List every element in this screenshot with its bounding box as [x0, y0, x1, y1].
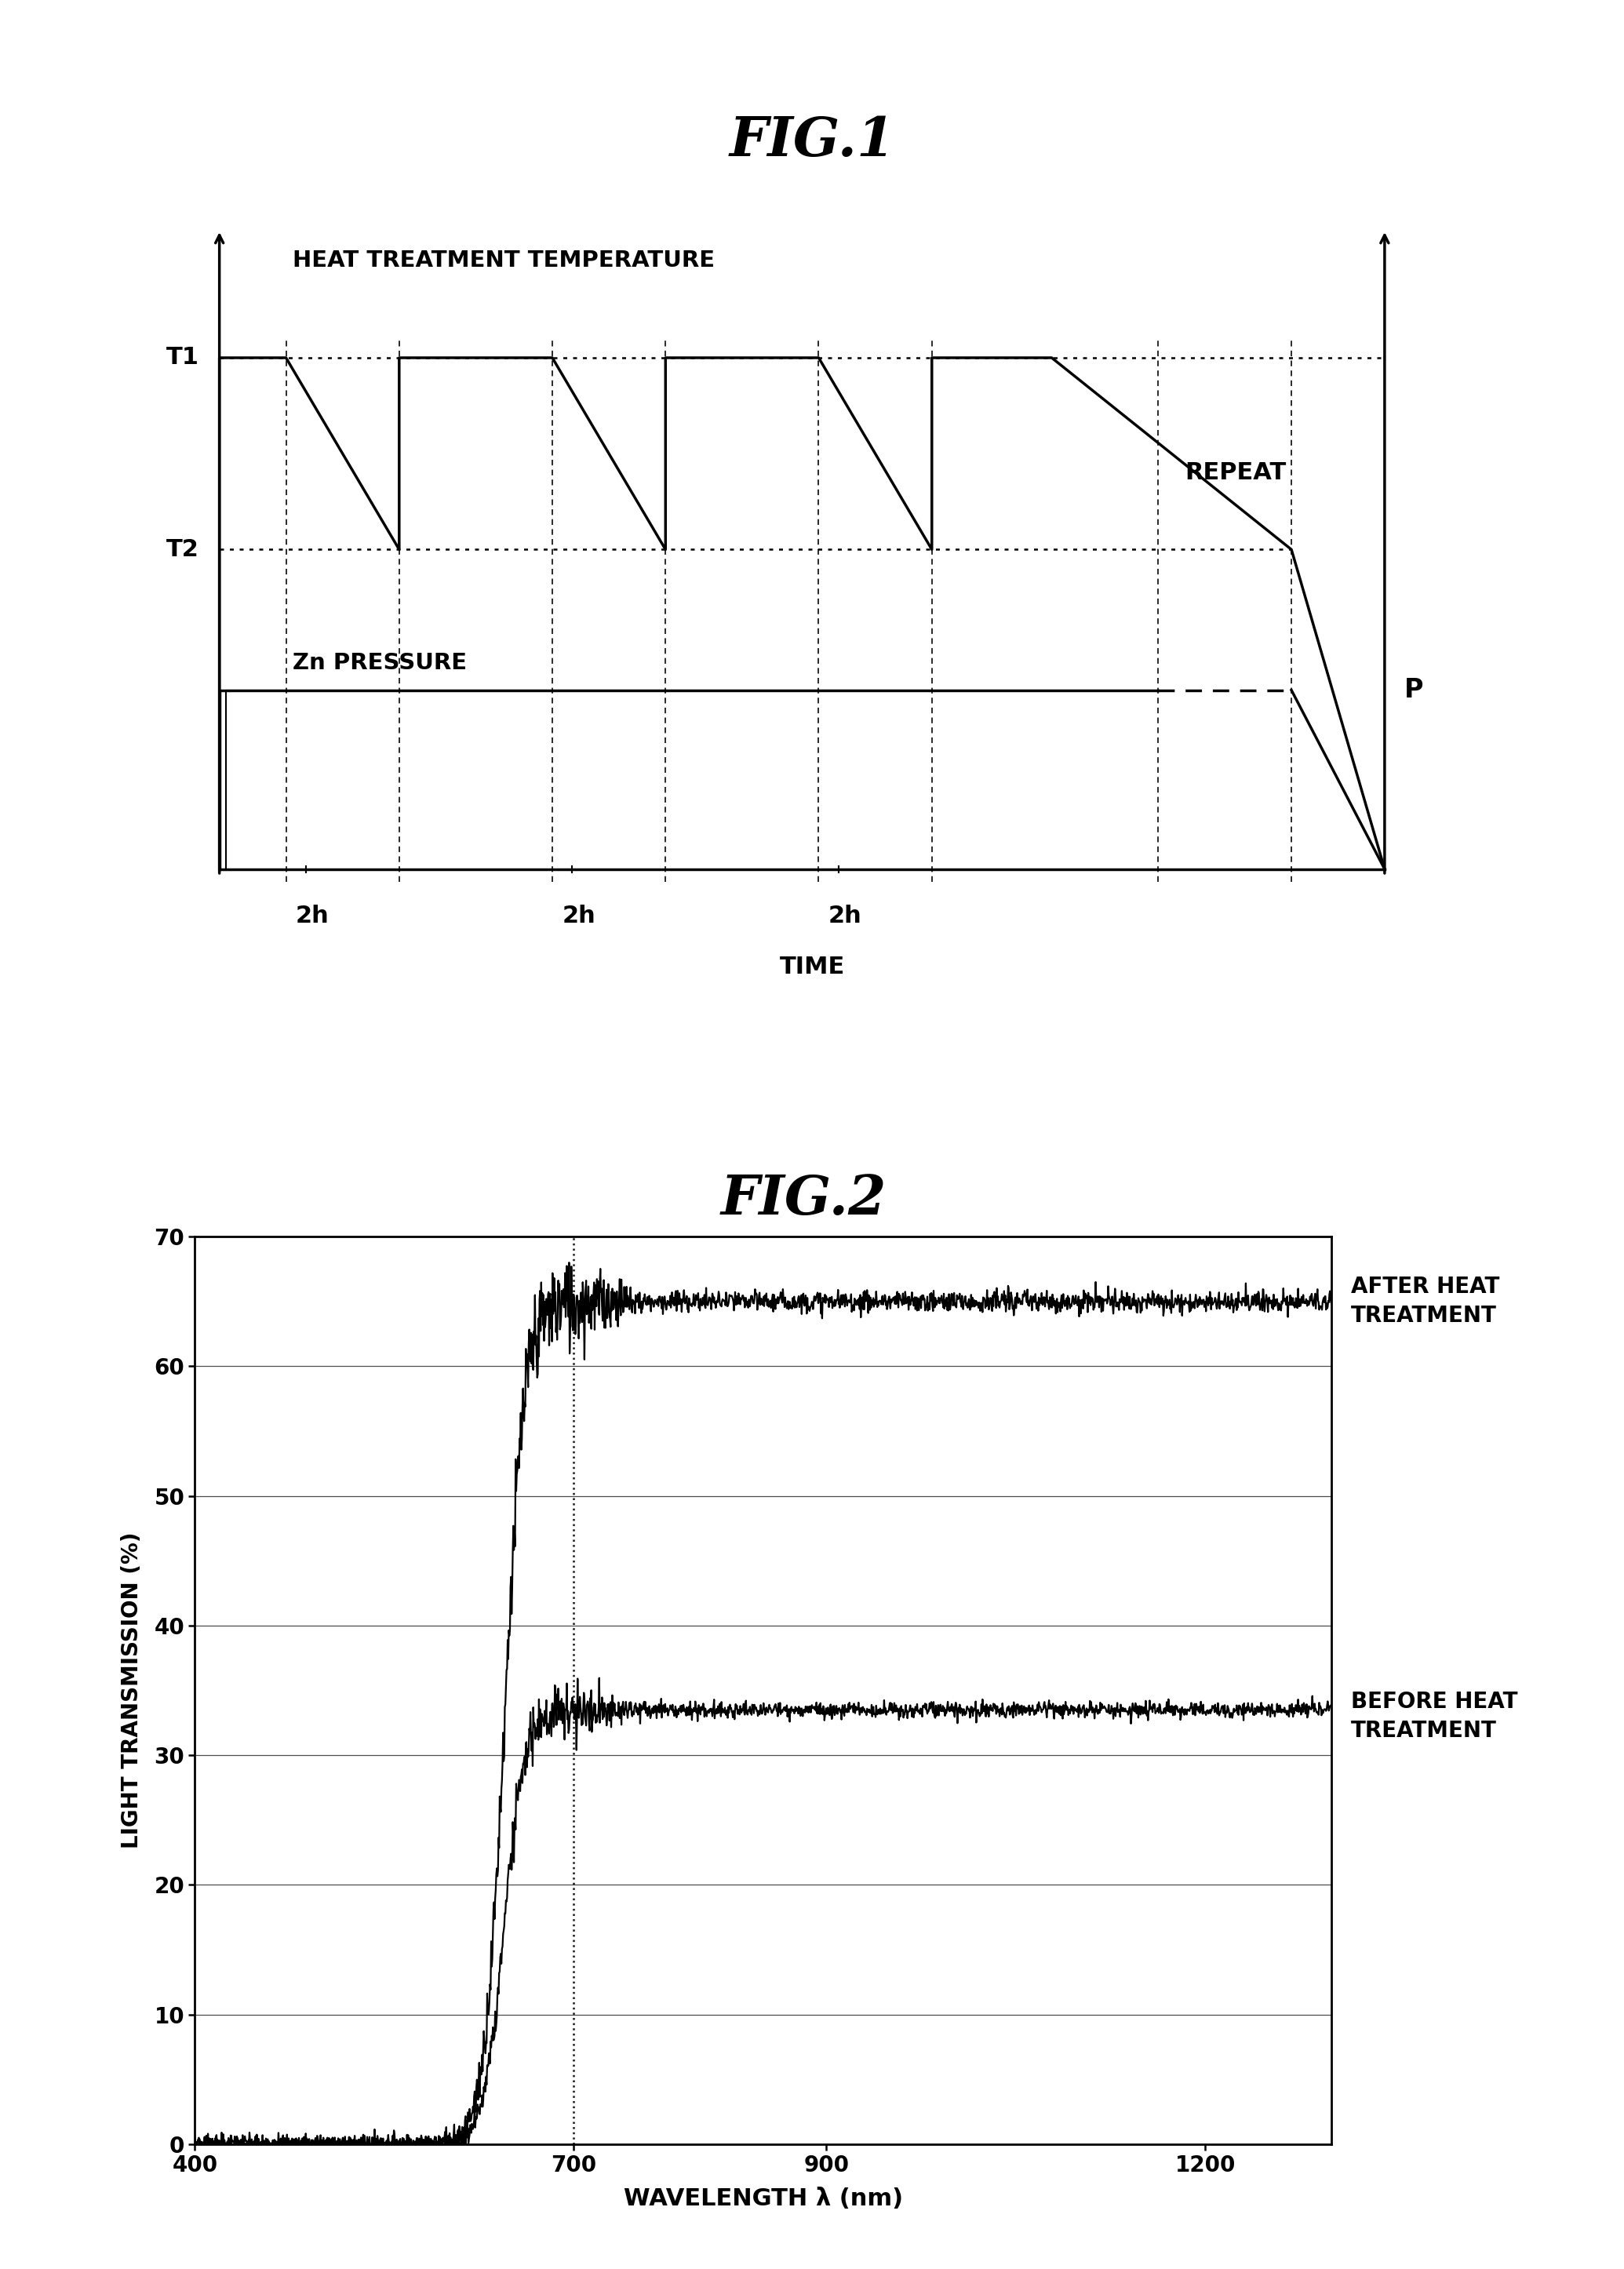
- Text: TIME: TIME: [780, 955, 844, 978]
- Text: AFTER HEAT
TREATMENT: AFTER HEAT TREATMENT: [1351, 1275, 1499, 1327]
- X-axis label: WAVELENGTH λ (nm): WAVELENGTH λ (nm): [624, 2187, 903, 2210]
- Text: T1: T1: [167, 347, 200, 370]
- Text: 2h: 2h: [828, 905, 862, 928]
- Text: P: P: [1405, 676, 1424, 703]
- Text: Zn PRESSURE: Zn PRESSURE: [292, 651, 468, 674]
- Text: 2h: 2h: [296, 905, 330, 928]
- Text: BEFORE HEAT
TREATMENT: BEFORE HEAT TREATMENT: [1351, 1690, 1517, 1743]
- Text: T2: T2: [167, 538, 200, 560]
- Text: REPEAT: REPEAT: [1186, 461, 1286, 483]
- Text: FIG.1: FIG.1: [729, 116, 895, 168]
- Text: FIG.2: FIG.2: [721, 1173, 887, 1225]
- Text: HEAT TREATMENT TEMPERATURE: HEAT TREATMENT TEMPERATURE: [292, 250, 715, 270]
- Y-axis label: LIGHT TRANSMISSION (%): LIGHT TRANSMISSION (%): [122, 1532, 143, 1849]
- Text: 2h: 2h: [562, 905, 596, 928]
